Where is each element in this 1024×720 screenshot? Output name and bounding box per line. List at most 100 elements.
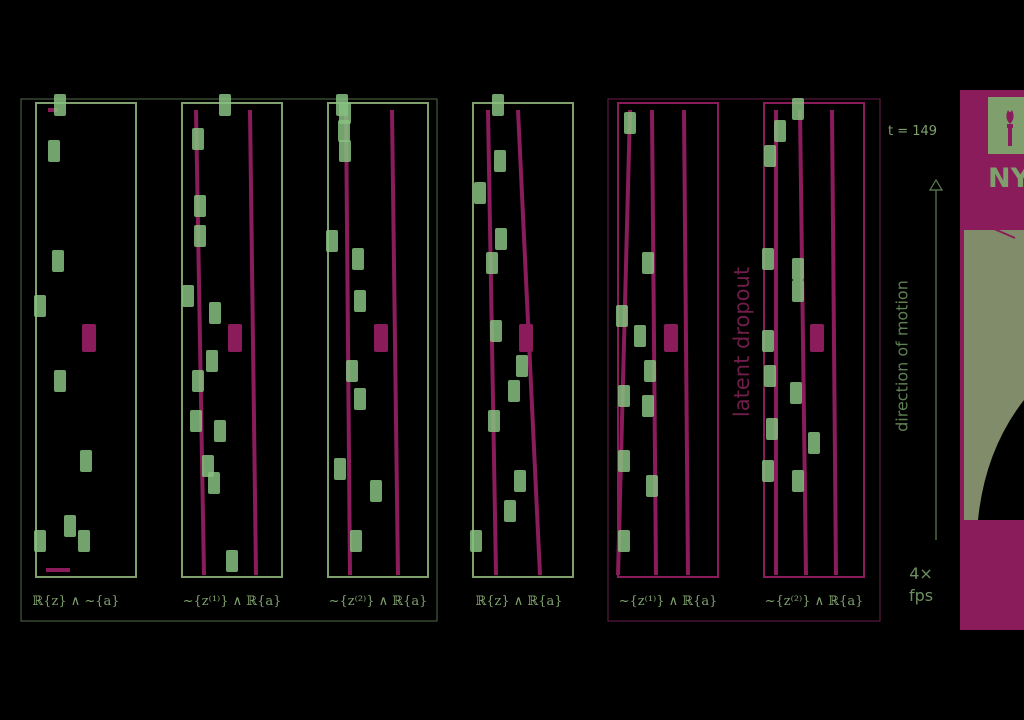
panel-2-car-9 (202, 455, 214, 477)
panel-3-car-12 (339, 102, 351, 124)
panel-5-lane-line-2 (650, 109, 658, 576)
direction-of-motion-label: direction of motion (892, 280, 912, 432)
panel-4-car-10 (504, 500, 516, 522)
panel-4-car-8 (488, 410, 500, 432)
panel-5-car-1 (624, 112, 636, 134)
panel-5-car-6 (618, 385, 630, 407)
panel-5-car-7 (642, 395, 654, 417)
panel-5-car-10 (618, 530, 630, 552)
panel-4-lane-line-1 (486, 109, 498, 576)
panel-caption-6: ~{z⁽²⁾} ∧ ℝ{a} (764, 594, 864, 609)
panel-3-car-7 (346, 360, 358, 382)
panel-2-ego-car (228, 324, 242, 352)
panel-1-car-4 (34, 295, 46, 317)
panel-6-car-8 (764, 365, 776, 387)
panel-1-car-5 (54, 370, 66, 392)
panel-1-car-7 (64, 515, 76, 537)
panel-3-car-2 (338, 120, 350, 142)
panels-layer (34, 94, 865, 578)
time-label: t = 149 (888, 124, 938, 139)
panel-6-car-2 (792, 98, 804, 120)
direction-arrow-icon (928, 178, 944, 540)
panel-6-lane-line-2 (798, 109, 808, 576)
panel-4-car-1 (492, 94, 504, 116)
panel-5-car-3 (616, 305, 628, 327)
panel-2-car-4 (182, 285, 194, 307)
panel-2-car-10 (208, 472, 220, 494)
logo-text: NY (988, 163, 1024, 194)
panel-5-car-9 (646, 475, 658, 497)
panel-6-car-6 (792, 280, 804, 302)
panel-caption-1: ℝ{z} ∧ ~{a} (32, 594, 120, 609)
panel-6-lane-line-3 (830, 109, 838, 576)
panel-2-car-11 (226, 550, 238, 572)
panel-6-car-1 (774, 120, 786, 142)
panel-3-car-10 (370, 480, 382, 502)
panel-4-car-2 (494, 150, 506, 172)
panel-caption-3: ~{z⁽²⁾} ∧ ℝ{a} (328, 594, 428, 609)
panel-3-car-8 (354, 388, 366, 410)
panel-6-car-12 (762, 460, 774, 482)
panel-caption-5: ~{z⁽¹⁾} ∧ ℝ{a} (618, 594, 718, 609)
panel-3-car-5 (352, 248, 364, 270)
panel-1-ego-car (82, 324, 96, 352)
panel-4-car-9 (514, 470, 526, 492)
panel-6-car-11 (808, 432, 820, 454)
panel-2-car-8 (214, 420, 226, 442)
panel-2-car-2 (192, 128, 204, 150)
panel-caption-4: ℝ{z} ∧ ℝ{a} (475, 594, 563, 609)
panel-frame-2 (181, 102, 283, 578)
panel-1-car-8 (78, 530, 90, 552)
panel-frame-4 (472, 102, 574, 578)
panel-6-car-5 (792, 258, 804, 280)
panel-5-lane-line-1 (616, 109, 632, 576)
panel-frame-5 (617, 102, 719, 578)
panel-2-lane-line-1 (194, 109, 206, 576)
panel-4-car-11 (470, 530, 482, 552)
panel-4-car-12 (516, 355, 528, 377)
nyu-logo (960, 90, 1024, 630)
panel-5-car-2 (642, 252, 654, 274)
panel-6-ego-car (810, 324, 824, 352)
panel-3-car-3 (339, 140, 351, 162)
panel-2-car-6 (206, 350, 218, 372)
panel-1-car-9 (34, 530, 46, 552)
panel-2-car-12 (192, 370, 204, 392)
panel-5-car-8 (618, 450, 630, 472)
panel-6-car-10 (766, 418, 778, 440)
panel-caption-2: ~{z⁽¹⁾} ∧ ℝ{a} (182, 594, 282, 609)
panel-5-lane-line-3 (682, 109, 690, 576)
panel-3-ego-car (374, 324, 388, 352)
panel-3-lane-line-1 (344, 109, 352, 576)
panel-2-lane-line-2 (248, 109, 258, 576)
panel-3-car-4 (326, 230, 338, 252)
panel-6-car-9 (790, 382, 802, 404)
group-outline-right (607, 98, 881, 622)
panel-6-car-7 (762, 330, 774, 352)
panel-1-car-1 (54, 94, 66, 116)
panel-3-car-11 (350, 530, 362, 552)
panel-1-car-6 (80, 450, 92, 472)
panel-4-ego-car (519, 324, 533, 352)
panel-5-car-5 (644, 360, 656, 382)
panel-1-car-3 (52, 250, 64, 272)
panel-4-car-4 (495, 228, 507, 250)
panel-2-car-13 (194, 225, 206, 247)
torch-icon (1006, 110, 1014, 146)
panel-5-ego-car (664, 324, 678, 352)
panel-3-car-9 (334, 458, 346, 480)
panel-2-car-5 (209, 302, 221, 324)
panel-6-car-3 (764, 145, 776, 167)
panel-4-car-7 (508, 380, 520, 402)
panel-3-car-6 (354, 290, 366, 312)
panel-2-car-7 (190, 410, 202, 432)
panel-frame-1 (35, 102, 137, 578)
fps-unit: fps (908, 586, 934, 605)
panel-4-car-3 (474, 182, 486, 204)
panel-2-car-3 (194, 195, 206, 217)
panel-5-car-4 (634, 325, 646, 347)
fps-label: 4× fps (903, 563, 939, 607)
panel-4-car-5 (486, 252, 498, 274)
panel-2-car-1 (219, 94, 231, 116)
